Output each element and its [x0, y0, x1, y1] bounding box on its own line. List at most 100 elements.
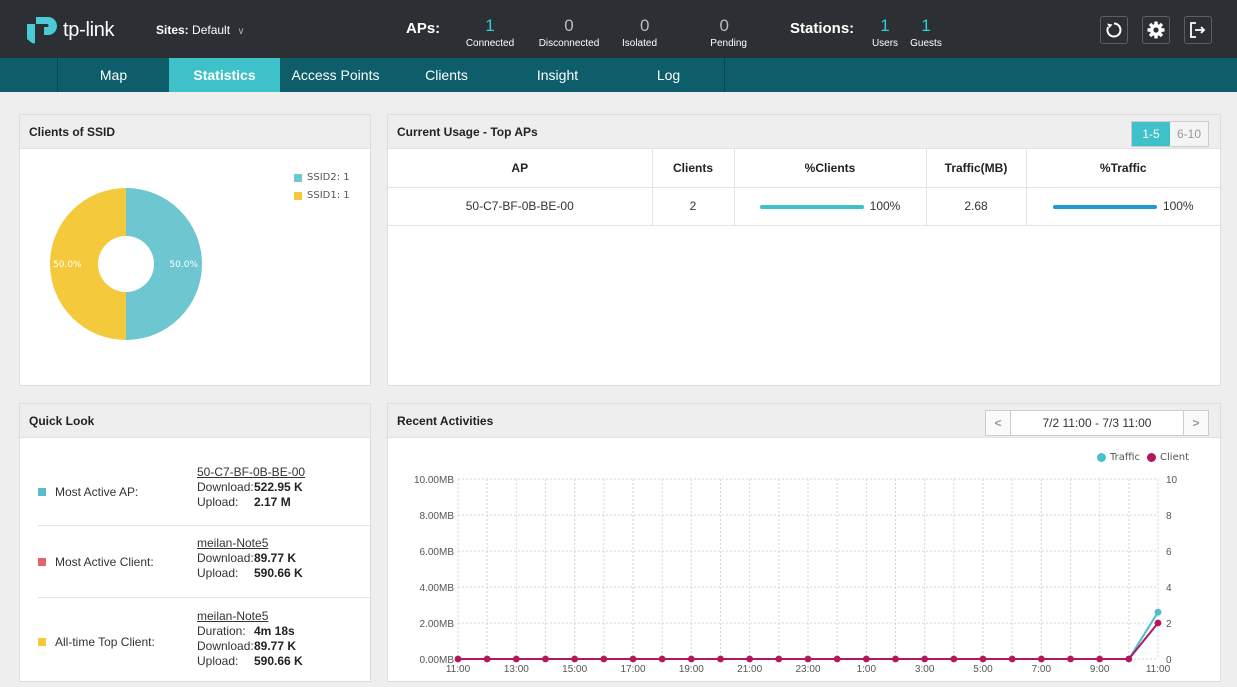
legend-item-ssid1[interactable]: SSID1: 1	[294, 190, 350, 201]
cell-clients: 2	[652, 187, 735, 226]
all-time-top-client-label: All-time Top Client:	[38, 635, 155, 649]
column-header-ap[interactable]: AP	[388, 149, 653, 188]
most-active-ap-link[interactable]: 50-C7-BF-0B-BE-00	[197, 465, 306, 479]
pie-slice-ssid2[interactable]	[126, 188, 202, 340]
sites-value: Default	[192, 23, 231, 37]
x-tick-label: 7:00	[1032, 664, 1052, 675]
data-point-client	[921, 655, 929, 663]
tab-access-points[interactable]: Access Points	[291, 67, 380, 83]
gear-icon	[1147, 21, 1165, 39]
logout-button[interactable]	[1184, 16, 1212, 44]
most-active-client-text: Most Active Client:	[55, 555, 154, 569]
aps-isolated-caption: Isolated	[622, 38, 658, 49]
data-point-client	[775, 655, 783, 663]
table-row[interactable]: 50-C7-BF-0B-BE-00 2 100% 2.68 100%	[388, 187, 1220, 226]
download-label: Download:	[197, 551, 254, 565]
data-point-client	[1008, 655, 1016, 663]
data-point-client	[454, 655, 462, 663]
y-right-tick-label: 10	[1166, 475, 1178, 486]
download-value: 89.77 K	[254, 551, 297, 565]
y-right-tick-label: 0	[1166, 655, 1172, 666]
top-aps-header: Current Usage - Top APs 1-5 6-10	[388, 115, 1220, 149]
date-range-picker: < 7/2 11:00 - 7/3 11:00 >	[985, 410, 1209, 436]
quick-look-panel: Quick Look Most Active AP: 50-C7-BF-0B-B…	[19, 403, 372, 682]
all-time-top-client-text: All-time Top Client:	[55, 635, 155, 649]
x-tick-label: 21:00	[737, 664, 762, 675]
legend-label-ssid1: SSID1: 1	[307, 190, 350, 201]
cell-ap-mac: 50-C7-BF-0B-BE-00	[388, 187, 653, 226]
stations-guests[interactable]: 1 Guests	[906, 17, 946, 50]
aps-disconnected[interactable]: 0 Disconnected	[533, 17, 605, 50]
aps-disconnected-caption: Disconnected	[538, 38, 600, 49]
all-time-top-client-value: meilan-Note5 Duration: 4m 18s Download:89…	[197, 609, 303, 669]
clients-of-ssid-title: Clients of SSID	[20, 115, 370, 149]
y-left-tick-label: 4.00MB	[420, 583, 455, 594]
pager-page-6-10[interactable]: 6-10	[1170, 122, 1208, 146]
tp-link-logo[interactable]: tp-link	[24, 15, 115, 45]
x-tick-label: 3:00	[915, 664, 935, 675]
pie-slice-ssid1[interactable]	[50, 188, 126, 340]
tab-statistics[interactable]: Statistics	[169, 58, 280, 92]
data-point-client	[483, 655, 491, 663]
tab-insight[interactable]: Insight	[536, 67, 579, 83]
most-active-ap-label: Most Active AP:	[38, 485, 138, 499]
site-selector[interactable]: Sites: Default ∨	[156, 23, 245, 37]
x-tick-label: 19:00	[679, 664, 704, 675]
divider	[38, 525, 372, 526]
cell-pct-traffic: 100%	[1026, 187, 1220, 226]
recent-activities-panel: Recent Activities < 7/2 11:00 - 7/3 11:0…	[387, 403, 1221, 682]
top-aps-panel: Current Usage - Top APs 1-5 6-10 AP Clie…	[387, 114, 1221, 386]
pager-page-1-5[interactable]: 1-5	[1132, 122, 1170, 146]
data-point-client	[892, 655, 899, 663]
upload-value: 2.17 M	[254, 495, 291, 509]
y-left-tick-label: 10.00MB	[414, 475, 454, 486]
legend-label-traffic[interactable]: Traffic	[1110, 452, 1141, 463]
column-header-clients[interactable]: Clients	[652, 149, 735, 188]
tab-clients[interactable]: Clients	[425, 67, 468, 83]
recent-activities-title: Recent Activities	[397, 414, 494, 428]
legend-item-ssid2[interactable]: SSID2: 1	[294, 172, 350, 183]
aps-connected[interactable]: 1 Connected	[462, 17, 518, 50]
most-active-client-link[interactable]: meilan-Note5	[197, 536, 269, 550]
tab-log[interactable]: Log	[656, 67, 681, 83]
settings-button[interactable]	[1142, 16, 1170, 44]
chevron-right-icon[interactable]: >	[1184, 411, 1208, 435]
data-point-client	[1067, 655, 1074, 663]
pct-clients-value: 100%	[869, 199, 901, 213]
data-point-client	[1154, 619, 1162, 627]
download-label: Download:	[197, 480, 254, 494]
date-range-value[interactable]: 7/2 11:00 - 7/3 11:00	[1010, 411, 1184, 435]
aps-disconnected-count: 0	[564, 16, 574, 35]
logo-text: tp-link	[63, 18, 115, 41]
legend-label-client[interactable]: Client	[1160, 452, 1189, 463]
chart-legend: Traffic Client	[1097, 452, 1189, 463]
aps-pending[interactable]: 0 Pending	[701, 17, 747, 50]
pct-traffic-value: 100%	[1162, 199, 1194, 213]
x-tick-label: 11:00	[446, 664, 471, 675]
all-time-top-client-link[interactable]: meilan-Note5	[197, 609, 269, 623]
legend-swatch-client	[1147, 453, 1157, 462]
chevron-left-icon[interactable]: <	[986, 411, 1010, 435]
stations-users[interactable]: 1 Users	[867, 17, 903, 50]
column-header-pct-clients[interactable]: %Clients	[734, 149, 927, 188]
tp-link-logo-icon	[27, 17, 57, 44]
stations-users-count: 1	[880, 16, 890, 35]
cell-pct-clients: 100%	[734, 187, 927, 226]
y-right-tick-label: 2	[1166, 619, 1172, 630]
aps-isolated-count: 0	[640, 16, 650, 35]
pct-clients-bar	[759, 204, 864, 209]
column-header-pct-traffic[interactable]: %Traffic	[1026, 149, 1220, 188]
data-point-client	[746, 655, 754, 663]
tab-map[interactable]: Map	[99, 67, 128, 83]
chevron-down-icon: ∨	[237, 26, 245, 37]
x-tick-label: 23:00	[795, 664, 820, 675]
duration-value: 4m 18s	[254, 624, 295, 638]
column-header-traffic[interactable]: Traffic(MB)	[926, 149, 1027, 188]
all-time-top-client-swatch	[38, 638, 46, 646]
refresh-icon	[1106, 22, 1122, 38]
data-point-client	[1096, 655, 1104, 663]
aps-isolated[interactable]: 0 Isolated	[622, 17, 666, 50]
most-active-ap-text: Most Active AP:	[55, 485, 139, 499]
most-active-ap-value: 50-C7-BF-0B-BE-00 Download:522.95 K Uplo…	[197, 465, 305, 510]
refresh-button[interactable]	[1100, 16, 1128, 44]
